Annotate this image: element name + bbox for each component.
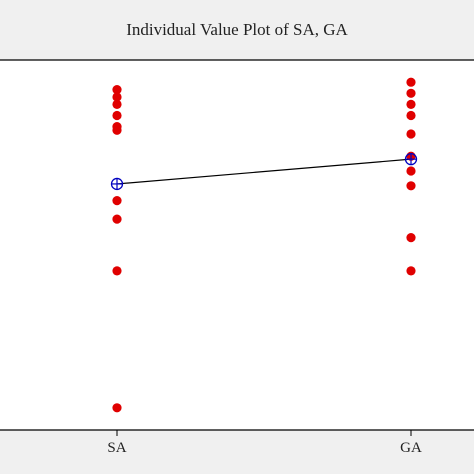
data-point-ga-8 <box>406 233 416 243</box>
data-point-sa-3 <box>112 110 122 121</box>
data-point-ga-3 <box>406 110 416 121</box>
data-point-ga-6 <box>406 166 416 176</box>
data-point-sa-2 <box>112 99 122 109</box>
mean-connect-line <box>116 158 412 185</box>
chart-title: Individual Value Plot of SA, GA <box>126 20 348 39</box>
data-point-ga-7 <box>406 181 416 191</box>
data-point-sa-7 <box>112 214 122 224</box>
data-point-ga-0 <box>406 77 416 87</box>
data-point-ga-9 <box>406 266 416 276</box>
data-point-ga-4 <box>406 129 416 139</box>
data-point-sa-5 <box>112 125 122 135</box>
data-point-ga-1 <box>406 88 416 98</box>
data-point-sa-6 <box>112 196 122 206</box>
x-tick-label-ga: GA <box>400 440 422 456</box>
chart-marks: SA GA <box>107 77 422 456</box>
data-point-ga-2 <box>406 99 416 109</box>
data-point-sa-0 <box>112 85 122 95</box>
data-point-sa-9 <box>112 403 122 413</box>
data-point-sa-8 <box>112 266 122 276</box>
x-tick-label-sa: SA <box>107 440 126 456</box>
data-point-sa-1 <box>112 92 122 102</box>
plot-area <box>0 60 474 430</box>
